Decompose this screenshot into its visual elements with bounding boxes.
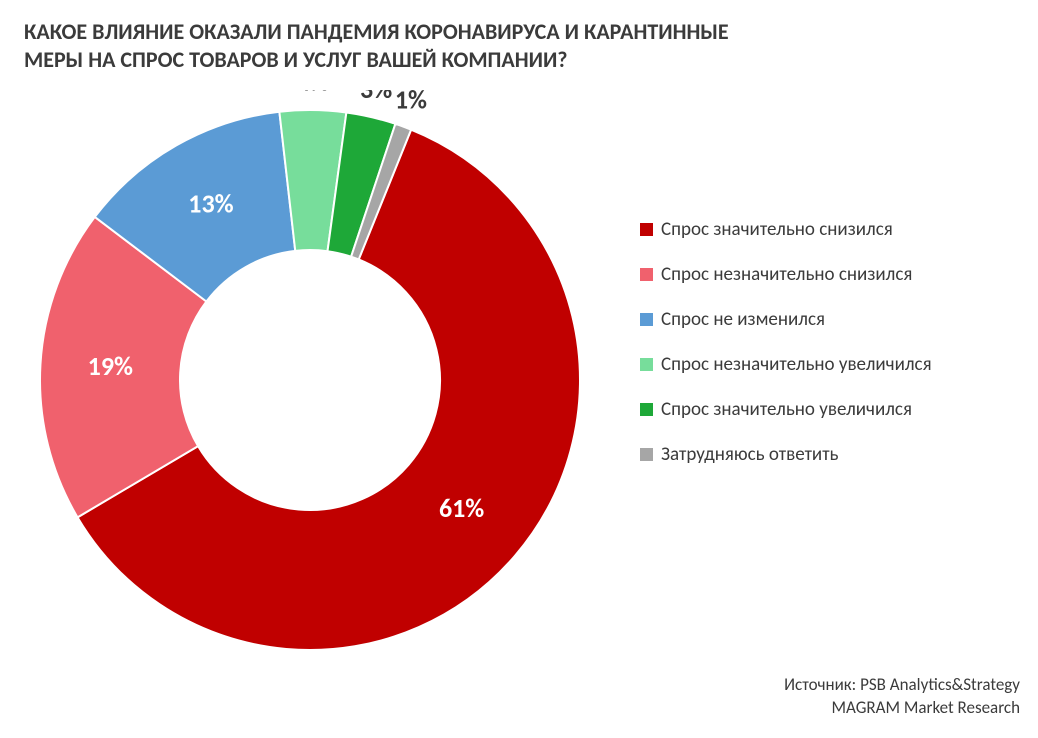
- legend-label: Затрудняюсь ответить: [661, 443, 838, 466]
- slice-label: 3%: [360, 90, 392, 105]
- legend-label: Спрос не изменился: [661, 308, 825, 331]
- legend-swatch: [640, 223, 653, 236]
- legend-item: Спрос не изменился: [640, 308, 1028, 331]
- legend-label: Спрос значительно снизился: [661, 218, 893, 241]
- legend-item: Спрос незначительно увеличился: [640, 353, 1028, 376]
- legend-item: Спрос незначительно снизился: [640, 263, 1028, 286]
- slice-label: 61%: [439, 492, 484, 524]
- title-line-1: КАКОЕ ВЛИЯНИЕ ОКАЗАЛИ ПАНДЕМИЯ КОРОНАВИР…: [24, 18, 729, 45]
- title-line-2: МЕРЫ НА СПРОС ТОВАРОВ И УСЛУГ ВАШЕЙ КОМП…: [24, 46, 568, 73]
- legend-item: Спрос значительно снизился: [640, 218, 1028, 241]
- slice-label: 13%: [188, 188, 233, 220]
- legend-label: Спрос значительно увеличился: [661, 398, 912, 421]
- legend-swatch: [640, 358, 653, 371]
- legend-item: Затрудняюсь ответить: [640, 443, 1028, 466]
- source-credit: Источник: PSB Analytics&Strategy MAGRAM …: [784, 674, 1020, 720]
- legend-swatch: [640, 268, 653, 281]
- legend-swatch: [640, 403, 653, 416]
- source-line-1: Источник: PSB Analytics&Strategy: [784, 674, 1020, 695]
- slice-label: 19%: [88, 350, 133, 382]
- slice-label: 1%: [395, 90, 427, 115]
- donut-chart: 61% 19% 13% 4% 3%1%: [30, 90, 590, 650]
- legend-label: Спрос незначительно снизился: [661, 263, 912, 286]
- source-line-2: MAGRAM Market Research: [831, 697, 1020, 718]
- legend-item: Спрос значительно увеличился: [640, 398, 1028, 421]
- legend-swatch: [640, 313, 653, 326]
- slice-label: 4%: [297, 90, 329, 97]
- legend-label: Спрос незначительно увеличился: [661, 353, 932, 376]
- donut-svg: 61% 19% 13% 4% 3%1%: [30, 90, 590, 670]
- page-root: КАКОЕ ВЛИЯНИЕ ОКАЗАЛИ ПАНДЕМИЯ КОРОНАВИР…: [0, 0, 1038, 738]
- page-title: КАКОЕ ВЛИЯНИЕ ОКАЗАЛИ ПАНДЕМИЯ КОРОНАВИР…: [24, 18, 998, 73]
- legend: Спрос значительно снизился Спрос незначит…: [640, 218, 1028, 488]
- legend-swatch: [640, 448, 653, 461]
